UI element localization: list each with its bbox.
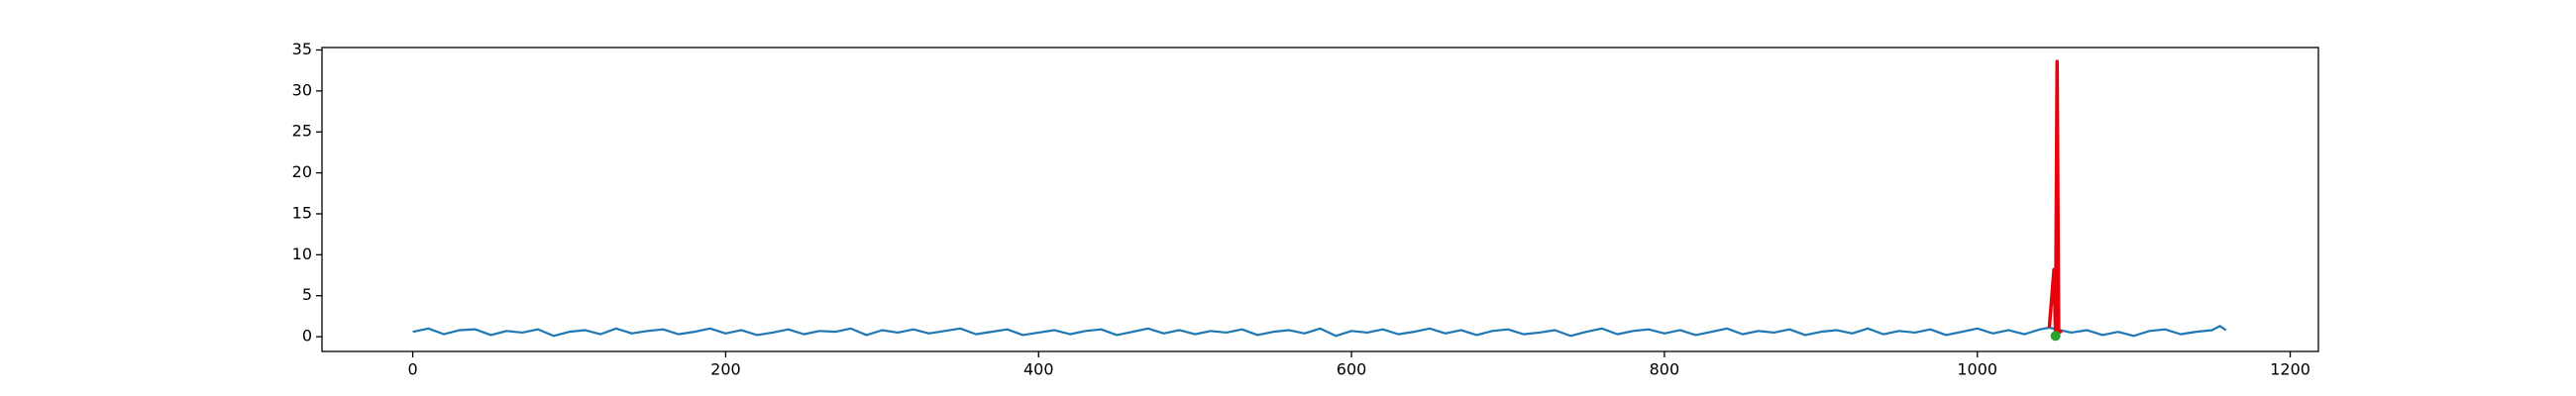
x-tick-label: 600 (1337, 360, 1367, 379)
x-tick-label: 800 (1650, 360, 1680, 379)
y-tick-label: 25 (292, 122, 312, 141)
y-tick-label: 30 (292, 80, 312, 99)
x-tick-label: 200 (710, 360, 741, 379)
y-tick-label: 10 (292, 245, 312, 263)
y-tick-label: 5 (302, 285, 312, 304)
x-tick-label: 1000 (1957, 360, 1997, 379)
y-tick-label: 35 (292, 40, 312, 58)
x-tick-label: 1200 (2270, 360, 2310, 379)
point (2050, 331, 2061, 342)
y-tick-label: 20 (292, 162, 312, 181)
y-tick-label: 15 (292, 203, 312, 222)
series-line (412, 325, 2227, 338)
series-line (2047, 59, 2063, 336)
x-tick-label: 0 (407, 360, 417, 379)
x-tick-label: 400 (1023, 360, 1054, 379)
axes-frame (321, 47, 2319, 352)
y-tick-label: 0 (302, 327, 312, 346)
